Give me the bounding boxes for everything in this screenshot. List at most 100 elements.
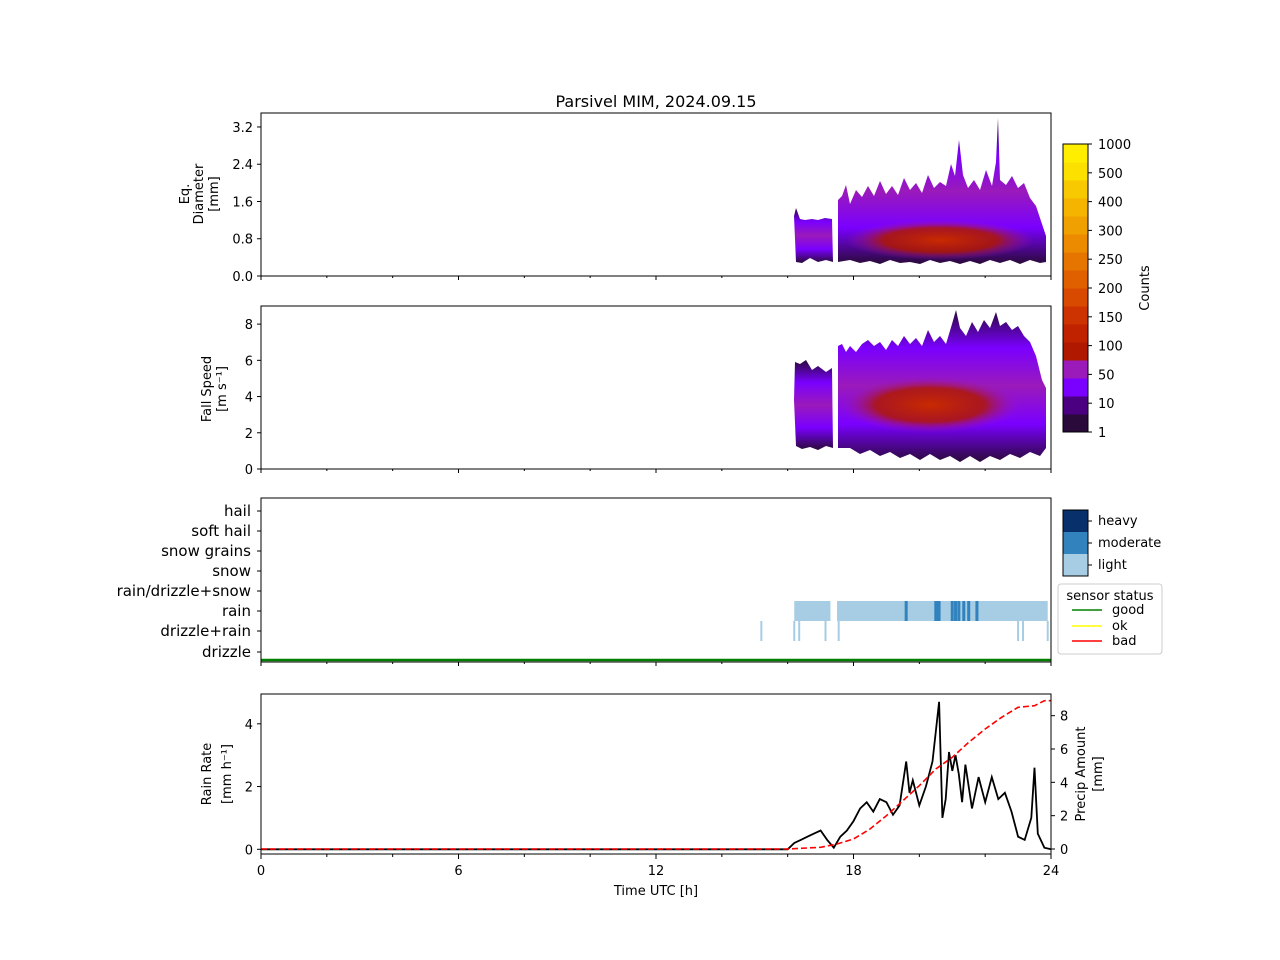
precip-amount-line <box>261 699 1051 850</box>
x-tick-label: 12 <box>648 864 665 879</box>
fall-speed-core <box>840 377 1020 433</box>
shared-x-ticks <box>260 276 1052 666</box>
drizzle-rain-mark <box>824 621 827 641</box>
colorbar-tick-label: 400 <box>1098 196 1123 211</box>
rain-light-period <box>794 601 831 621</box>
rain-moderate-mark <box>957 601 961 621</box>
status-ok-label: ok <box>1112 619 1128 634</box>
rain-moderate-mark <box>904 601 908 621</box>
y2-tick-label: 8 <box>1060 710 1068 725</box>
colorbar-tick-label: 100 <box>1098 340 1123 355</box>
colorbar-cell <box>1063 288 1088 307</box>
sensor-status-legend: sensor status good ok bad <box>1057 583 1163 655</box>
colorbar-tick-label: 10 <box>1098 397 1115 412</box>
colorbar-cell <box>1063 252 1088 271</box>
colorbar-cells <box>1063 144 1088 433</box>
fall-speed-ylabel: Fall Speed [m s⁻¹] <box>200 356 230 422</box>
fall-speed-panel: 0 2 4 6 8 Fall Speed [m s⁻¹] <box>200 305 1052 478</box>
rain-moderate-mark <box>954 601 958 621</box>
x-tick-label: 6 <box>454 864 462 879</box>
colorbar-cell <box>1063 324 1088 343</box>
colorbar-cell <box>1063 162 1088 181</box>
y2-tick-label: 2 <box>1060 810 1068 825</box>
y2-tick-label: 4 <box>1060 776 1068 791</box>
precip-amount-ylabel-line1: Precip Amount <box>1074 727 1089 822</box>
rain-moderate-mark <box>962 601 966 621</box>
rain-moderate-mark <box>975 601 979 621</box>
y2-tick-label: 6 <box>1060 743 1068 758</box>
drizzle-rain-mark <box>760 621 763 641</box>
drizzle-rain-mark <box>1022 621 1025 641</box>
x-tick-label: 24 <box>1043 864 1060 879</box>
fall-speed-ylabel-line1: Fall Speed <box>200 356 215 422</box>
status-legend-title: sensor status <box>1066 589 1153 604</box>
x-tick-label: 18 <box>845 864 862 879</box>
rain-moderate-mark <box>950 601 954 621</box>
intensity-heavy-swatch <box>1063 510 1088 532</box>
colorbar-cell <box>1063 234 1088 253</box>
precip-type-panel: hail soft hail snow grains snow rain/drizzle… <box>117 497 1052 663</box>
colorbar-cell <box>1063 306 1088 325</box>
rain-moderate-mark <box>937 601 941 621</box>
drizzle-rain-mark <box>1017 621 1020 641</box>
x-tick-label: 0 <box>257 864 265 879</box>
colorbar-cell <box>1063 144 1088 163</box>
status-good-label: good <box>1112 603 1144 618</box>
rain-rate-lines <box>261 699 1052 851</box>
colorbar-tick-label: 500 <box>1098 167 1123 182</box>
diameter-ylabel-line3: [mm] <box>207 176 222 211</box>
colorbar-tick-label: 250 <box>1098 253 1123 268</box>
rain-rate-axes-frame <box>260 693 1052 855</box>
category-label: soft hail <box>191 522 251 540</box>
colorbar-tick-label: 50 <box>1098 368 1115 383</box>
rain-rate-ylabel-line1: Rain Rate <box>200 743 215 806</box>
fall-speed-ylabel-line2: [m s⁻¹] <box>215 366 230 412</box>
fall-speed-y-ticks: 0 2 4 6 8 <box>245 318 261 478</box>
y-tick-label: 3.2 <box>232 121 253 136</box>
rain-rate-ylabel-line2: [mm h⁻¹] <box>220 744 235 804</box>
colorbar-cell <box>1063 396 1088 415</box>
y-tick-label: 1.6 <box>232 195 253 210</box>
diameter-panel: 0.0 0.8 1.6 2.4 3.2 Eq. Diameter [mm] <box>178 112 1052 285</box>
y-tick-label: 6 <box>245 354 253 369</box>
intensity-light-label: light <box>1098 558 1127 573</box>
intensity-heavy-label: heavy <box>1098 514 1138 529</box>
intensity-moderate-swatch <box>1063 532 1088 554</box>
colorbar-cell <box>1063 342 1088 361</box>
y-tick-label: 4 <box>245 718 253 733</box>
colorbar-tick-label: 300 <box>1098 224 1123 239</box>
y2-tick-label: 0 <box>1060 843 1068 858</box>
intensity-light-swatch <box>1063 554 1088 576</box>
time-x-ticks: 0 6 12 18 24 <box>257 854 1059 879</box>
category-label: hail <box>224 502 251 520</box>
diameter-ylabel: Eq. Diameter [mm] <box>178 163 222 224</box>
y-tick-label: 2 <box>245 781 253 796</box>
status-bad-label: bad <box>1112 634 1136 649</box>
colorbar-cell <box>1063 270 1088 289</box>
colorbar-tick-label: 1000 <box>1098 138 1131 153</box>
diameter-ylabel-line2: Diameter <box>192 163 207 224</box>
diameter-ylabel-line1: Eq. <box>178 184 193 205</box>
precip-type-category-labels: hail soft hail snow grains snow rain/drizzle… <box>117 502 261 661</box>
colorbar-label: Counts <box>1138 265 1153 311</box>
precip-type-axes-frame <box>260 497 1052 663</box>
colorbar-cell <box>1063 360 1088 379</box>
y-tick-label: 4 <box>245 391 253 406</box>
diameter-y-ticks: 0.0 0.8 1.6 2.4 3.2 <box>232 121 261 285</box>
y-tick-label: 0 <box>245 843 253 858</box>
colorbar-cell <box>1063 198 1088 217</box>
y-tick-label: 2 <box>245 427 253 442</box>
y-tick-label: 2.4 <box>232 158 253 173</box>
diameter-data-block-1 <box>794 208 833 263</box>
colorbar-tick-label: 200 <box>1098 282 1123 297</box>
y-tick-label: 0.8 <box>232 233 253 248</box>
drizzle-rain-mark <box>793 621 796 641</box>
category-label: drizzle+rain <box>160 622 251 640</box>
precip-amount-y-ticks: 0 2 4 6 8 <box>1051 710 1068 858</box>
precip-type-marks <box>760 601 1049 641</box>
colorbar-cell <box>1063 378 1088 397</box>
x-axis-label: Time UTC [h] <box>613 884 698 899</box>
precip-amount-ylabel-line2: [mm] <box>1091 756 1106 791</box>
